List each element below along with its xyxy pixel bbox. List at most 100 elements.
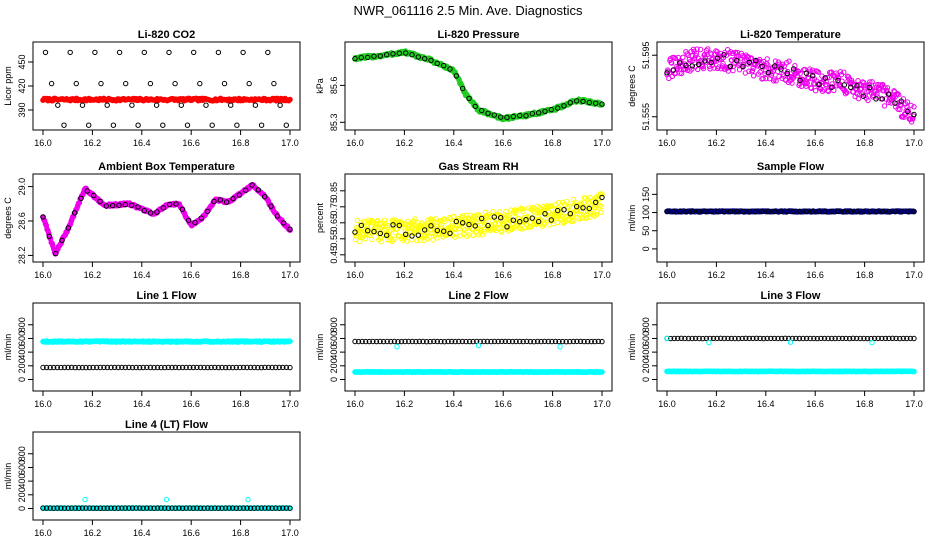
x-tick-label: 16.0 [34, 138, 52, 148]
data-point [208, 364, 214, 371]
data-point [684, 51, 690, 57]
data-point [786, 58, 792, 64]
data-point [829, 208, 835, 215]
data-point [414, 238, 420, 244]
data-point [61, 364, 68, 371]
data-point [283, 505, 290, 511]
data-point [567, 211, 573, 217]
data-point [108, 364, 114, 371]
panel-9: Line 3 Flow 16.0 16.2 16.4 16.6 16.8 17.0 0 2004… [627, 290, 925, 409]
data-point [479, 107, 485, 114]
data-point [901, 114, 907, 120]
data-point [358, 220, 364, 226]
data-point [194, 364, 200, 371]
data-point [97, 198, 103, 205]
plot-frame [32, 431, 301, 521]
data-point [599, 194, 605, 201]
data-point [122, 202, 129, 208]
data-point [898, 98, 904, 104]
data-point [409, 233, 415, 239]
x-tick-label: 16.4 [445, 138, 463, 148]
data-point [68, 505, 75, 511]
data-point [531, 339, 537, 345]
data-point [201, 364, 207, 371]
data-point [423, 233, 429, 239]
data-point [72, 210, 78, 216]
panel-title: Line 2 Flow [449, 290, 509, 302]
data-point [366, 338, 372, 345]
data-point [55, 102, 61, 108]
series-pressure [352, 48, 605, 123]
y-axis-title: ml/min [315, 334, 325, 361]
data-point [577, 200, 584, 206]
series-line1-high [40, 338, 293, 345]
data-point [871, 335, 878, 342]
data-point [61, 122, 67, 128]
x-tick-label: 16.6 [182, 399, 200, 409]
data-point [702, 58, 708, 64]
data-point [420, 338, 426, 345]
data-point [826, 74, 832, 81]
data-point [403, 50, 409, 56]
y-tick-label: 0 [641, 377, 651, 382]
data-point [370, 338, 376, 345]
data-point [441, 228, 447, 234]
data-point [519, 206, 526, 212]
data-point [108, 505, 114, 511]
data-point [61, 505, 68, 511]
data-point [764, 335, 770, 342]
data-point [53, 250, 59, 257]
data-point [287, 338, 293, 345]
data-point [692, 55, 698, 61]
plot-frame [656, 41, 925, 131]
data-point [906, 110, 912, 116]
data-point [664, 335, 670, 342]
data-point [441, 62, 447, 69]
data-point [78, 195, 84, 202]
data-point [111, 505, 118, 511]
data-point [358, 54, 364, 61]
data-point [510, 113, 516, 120]
data-point [587, 194, 593, 201]
data-point [908, 102, 914, 109]
data-point [812, 88, 819, 94]
data-point [40, 505, 46, 511]
data-point [79, 102, 86, 108]
data-point [431, 338, 437, 345]
data-point [438, 338, 444, 345]
data-point [837, 69, 843, 75]
plot-area [40, 338, 293, 371]
data-point [245, 496, 251, 503]
data-point [897, 335, 903, 342]
x-tick-label: 16.8 [232, 270, 250, 280]
data-point [864, 335, 871, 342]
data-point [154, 505, 161, 511]
series-box-temp [40, 182, 293, 257]
data-point [695, 66, 701, 73]
panel-2: Li-820 Pressure 16.0 16.2 16.4 16.6 16.8 17.0 8… [315, 29, 613, 148]
data-point [844, 89, 850, 96]
data-point [359, 234, 366, 241]
data-point [706, 339, 712, 346]
data-point [377, 230, 383, 237]
data-point [821, 335, 828, 342]
data-point [426, 234, 432, 240]
data-point [262, 194, 268, 200]
data-point [460, 220, 466, 226]
data-point [599, 191, 605, 197]
data-point [772, 58, 779, 64]
data-point [390, 51, 396, 57]
series-rh-sub [352, 194, 605, 239]
data-point [761, 335, 767, 342]
data-point [485, 222, 491, 229]
data-point [753, 58, 759, 64]
data-point [843, 89, 849, 95]
panel-8: Line 2 Flow 16.0 16.2 16.4 16.6 16.8 17.0 0 2004… [315, 290, 613, 409]
data-point [516, 216, 522, 222]
data-point [211, 198, 217, 205]
data-point [409, 52, 415, 58]
data-point [836, 335, 842, 342]
data-point [42, 49, 49, 56]
series-sample-flow-sub [664, 208, 917, 215]
